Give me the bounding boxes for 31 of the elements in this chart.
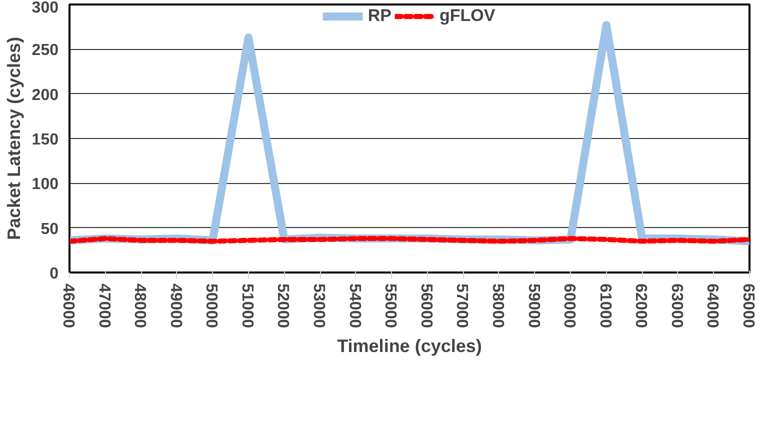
x-tick-label: 58000 xyxy=(488,284,506,328)
x-tick-label: 61000 xyxy=(596,284,614,328)
x-tick-label: 49000 xyxy=(166,284,184,328)
y-tick-label: 100 xyxy=(32,176,59,194)
y-tick-label: 150 xyxy=(32,132,59,148)
x-tick-label: 52000 xyxy=(274,284,292,328)
x-tick-label: 50000 xyxy=(202,284,220,328)
x-tick-label: 62000 xyxy=(632,284,650,328)
x-tick-label: 59000 xyxy=(524,284,542,328)
x-tick-label: 54000 xyxy=(346,284,363,328)
legend-label: gFLOV xyxy=(439,6,496,26)
y-tick-label: 300 xyxy=(32,0,59,16)
x-tick-label: 48000 xyxy=(131,284,148,328)
y-tick-label: 0 xyxy=(50,266,59,282)
y-tick-label: 250 xyxy=(32,42,59,60)
x-tick-label: 65000 xyxy=(740,284,756,328)
y-tick-label: 200 xyxy=(32,86,59,104)
y-axis-title: Packet Latency (cycles) xyxy=(4,36,24,240)
legend-label: RP xyxy=(368,6,392,26)
x-tick-label: 55000 xyxy=(382,284,399,328)
x-tick-label: 63000 xyxy=(668,284,685,328)
x-tick-label: 46000 xyxy=(60,284,76,328)
x-axis-title: Timeline (cycles) xyxy=(337,336,482,356)
y-tick-label: 50 xyxy=(40,220,59,238)
x-tick-label: 60000 xyxy=(560,284,578,328)
x-tick-label: 53000 xyxy=(310,284,328,328)
x-tick-label: 57000 xyxy=(453,284,470,328)
x-tick-label: 64000 xyxy=(704,284,721,328)
x-tick-label: 56000 xyxy=(417,284,434,328)
x-tick-label: 51000 xyxy=(238,284,256,328)
x-tick-label: 47000 xyxy=(95,284,112,328)
